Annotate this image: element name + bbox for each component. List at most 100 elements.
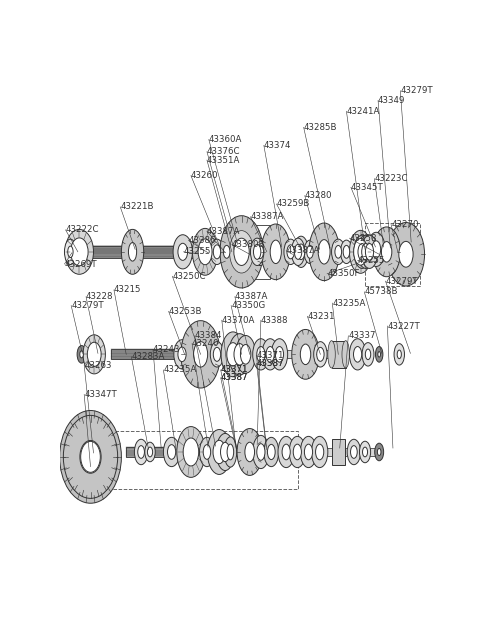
Ellipse shape	[121, 230, 144, 275]
Ellipse shape	[178, 243, 188, 261]
Ellipse shape	[353, 347, 362, 362]
Ellipse shape	[347, 439, 360, 465]
Ellipse shape	[378, 352, 381, 357]
Text: 43260: 43260	[191, 171, 218, 180]
Text: 45738B: 45738B	[364, 287, 398, 296]
Text: 43235A: 43235A	[163, 365, 197, 375]
Text: 43387A: 43387A	[286, 247, 320, 256]
Text: 43223C: 43223C	[374, 174, 408, 183]
Bar	[111, 349, 175, 359]
Ellipse shape	[317, 347, 324, 361]
Text: 43259B: 43259B	[276, 200, 310, 209]
Text: 43285B: 43285B	[304, 123, 337, 132]
Text: 43371: 43371	[256, 351, 284, 360]
Bar	[332, 340, 346, 368]
Text: 43371: 43371	[221, 365, 248, 375]
Text: 43221B: 43221B	[120, 202, 154, 211]
Ellipse shape	[257, 444, 265, 460]
Ellipse shape	[373, 227, 400, 276]
Text: 43228: 43228	[86, 292, 114, 301]
Ellipse shape	[287, 245, 294, 259]
Text: 43215: 43215	[114, 285, 142, 294]
Text: 43388: 43388	[261, 316, 288, 325]
Ellipse shape	[213, 245, 221, 259]
Ellipse shape	[198, 239, 212, 265]
Ellipse shape	[220, 443, 230, 462]
Text: 43255: 43255	[358, 256, 385, 265]
Ellipse shape	[178, 347, 186, 361]
Ellipse shape	[365, 349, 371, 359]
Ellipse shape	[375, 443, 384, 461]
Ellipse shape	[375, 347, 383, 362]
Ellipse shape	[332, 239, 345, 264]
Text: 43350G: 43350G	[231, 301, 265, 310]
Ellipse shape	[294, 244, 302, 259]
Ellipse shape	[173, 235, 192, 269]
Ellipse shape	[252, 436, 269, 469]
Ellipse shape	[221, 240, 233, 264]
Bar	[365, 223, 420, 286]
Text: 43253B: 43253B	[168, 307, 202, 316]
Text: 43380B: 43380B	[232, 240, 265, 249]
Ellipse shape	[138, 446, 144, 458]
Ellipse shape	[267, 444, 275, 460]
Ellipse shape	[362, 342, 374, 366]
Ellipse shape	[253, 244, 261, 259]
Ellipse shape	[181, 321, 220, 388]
Ellipse shape	[87, 450, 94, 464]
Ellipse shape	[145, 443, 155, 462]
Ellipse shape	[309, 223, 339, 281]
Text: 43240: 43240	[192, 339, 219, 348]
Ellipse shape	[234, 238, 249, 266]
Ellipse shape	[294, 236, 309, 268]
Text: 43387A: 43387A	[251, 212, 284, 221]
Ellipse shape	[213, 347, 221, 361]
Text: 43384: 43384	[195, 332, 222, 340]
Ellipse shape	[342, 340, 349, 368]
Ellipse shape	[168, 444, 176, 459]
Ellipse shape	[257, 245, 264, 259]
Ellipse shape	[253, 238, 267, 266]
Ellipse shape	[394, 344, 405, 365]
Ellipse shape	[229, 231, 253, 273]
Ellipse shape	[335, 245, 342, 258]
Ellipse shape	[271, 339, 288, 370]
Ellipse shape	[297, 244, 305, 260]
Text: 43270: 43270	[391, 220, 419, 229]
Ellipse shape	[174, 340, 190, 369]
Text: 43387: 43387	[221, 373, 248, 382]
Ellipse shape	[240, 344, 251, 364]
Ellipse shape	[224, 437, 237, 467]
Ellipse shape	[60, 410, 121, 503]
Bar	[243, 225, 270, 279]
Ellipse shape	[382, 242, 392, 262]
Ellipse shape	[229, 333, 251, 375]
Text: 43350F: 43350F	[327, 269, 360, 278]
Text: 43279T: 43279T	[385, 276, 418, 285]
Text: 43351A: 43351A	[207, 155, 240, 165]
Ellipse shape	[367, 232, 385, 266]
Text: 43255: 43255	[183, 247, 211, 256]
Ellipse shape	[221, 332, 245, 377]
Ellipse shape	[80, 351, 84, 358]
Text: 43258: 43258	[349, 234, 377, 243]
Ellipse shape	[300, 436, 317, 468]
Ellipse shape	[71, 238, 88, 266]
Ellipse shape	[387, 223, 425, 286]
Ellipse shape	[307, 245, 313, 258]
Ellipse shape	[147, 447, 153, 457]
Text: 43371: 43371	[221, 365, 248, 375]
Ellipse shape	[292, 330, 319, 379]
Ellipse shape	[360, 441, 371, 463]
Ellipse shape	[220, 216, 263, 288]
Text: 43283A: 43283A	[132, 353, 165, 361]
Ellipse shape	[291, 238, 305, 266]
Ellipse shape	[68, 246, 73, 257]
Ellipse shape	[361, 235, 378, 268]
Text: 43222C: 43222C	[66, 225, 99, 235]
Ellipse shape	[65, 230, 94, 275]
Ellipse shape	[81, 441, 100, 472]
Ellipse shape	[304, 240, 316, 264]
Bar	[231, 247, 413, 256]
Text: 43345T: 43345T	[351, 183, 384, 192]
